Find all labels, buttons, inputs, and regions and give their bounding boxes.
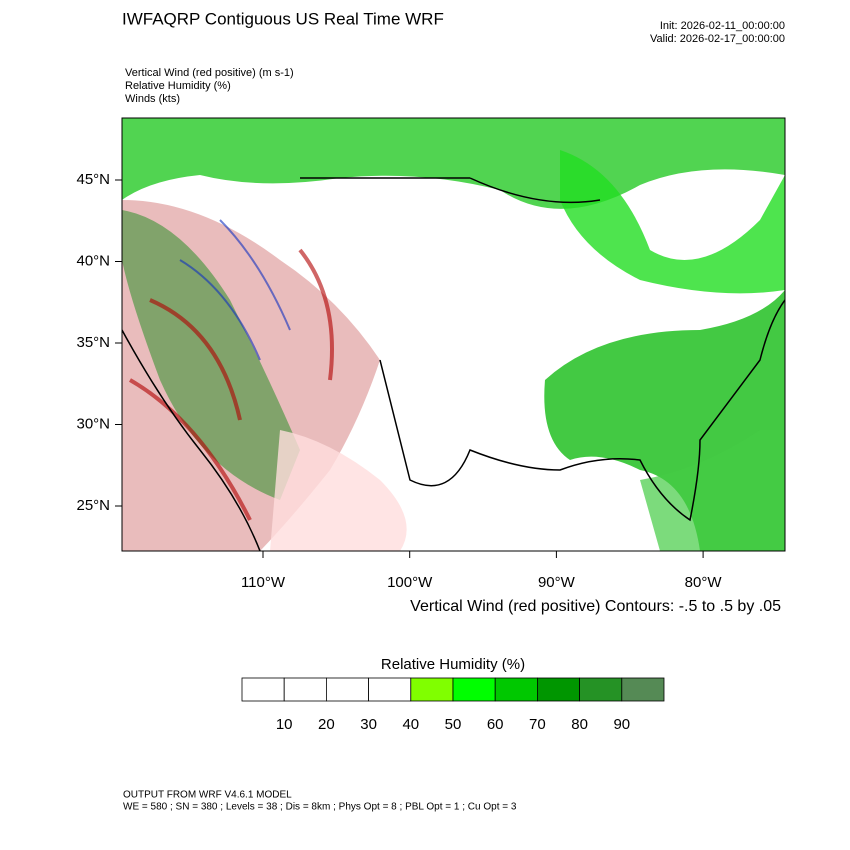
contour-note: Vertical Wind (red positive) Contours: -… bbox=[410, 598, 781, 615]
colorbar-box bbox=[579, 677, 623, 702]
lat-label: 40°N bbox=[76, 252, 110, 269]
lon-label: 100°W bbox=[387, 574, 433, 591]
colorbar-box bbox=[452, 677, 496, 702]
colorbar-box bbox=[241, 677, 285, 702]
colorbar-label: 10 bbox=[276, 716, 293, 733]
colorbar-label: 60 bbox=[487, 716, 504, 733]
colorbar-label: 50 bbox=[445, 716, 462, 733]
lon-label: 110°W bbox=[241, 574, 286, 591]
field-label: Relative Humidity (%) bbox=[125, 80, 231, 92]
lon-label: 90°W bbox=[538, 574, 576, 591]
lat-label: 25°N bbox=[76, 497, 110, 514]
colorbar-box bbox=[621, 677, 665, 702]
valid-time: Valid: 2026-02-17_00:00:00 bbox=[650, 33, 785, 45]
field-label: Winds (kts) bbox=[125, 93, 180, 105]
colorbar-box bbox=[283, 677, 327, 702]
colorbar-label: 30 bbox=[360, 716, 377, 733]
colorbar-label: 20 bbox=[318, 716, 335, 733]
colorbar-label: 80 bbox=[571, 716, 588, 733]
init-time: Init: 2026-02-11_00:00:00 bbox=[660, 20, 785, 32]
colorbar-label: 90 bbox=[613, 716, 630, 733]
lat-label: 30°N bbox=[76, 415, 110, 432]
colorbar-box bbox=[325, 677, 369, 702]
colorbar-box bbox=[368, 677, 412, 702]
colorbar-label: 70 bbox=[529, 716, 546, 733]
colorbar-box bbox=[410, 677, 454, 702]
colorbar-label: 40 bbox=[402, 716, 419, 733]
lon-label: 80°W bbox=[685, 574, 723, 591]
lat-label: 35°N bbox=[76, 334, 110, 351]
colorbar-title: Relative Humidity (%) bbox=[381, 656, 525, 673]
lat-label: 45°N bbox=[76, 171, 110, 188]
footer-line: WE = 580 ; SN = 380 ; Levels = 38 ; Dis … bbox=[123, 802, 517, 813]
map bbox=[121, 117, 786, 552]
colorbar-box bbox=[494, 677, 538, 702]
title: IWFAQRP Contiguous US Real Time WRF bbox=[122, 9, 444, 28]
field-label: Vertical Wind (red positive) (m s-1) bbox=[125, 67, 294, 79]
colorbar-box bbox=[537, 677, 581, 702]
footer-line: OUTPUT FROM WRF V4.6.1 MODEL bbox=[123, 790, 292, 801]
